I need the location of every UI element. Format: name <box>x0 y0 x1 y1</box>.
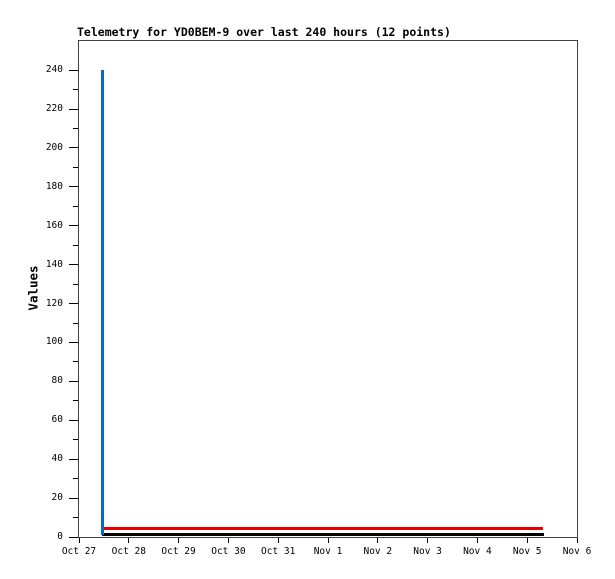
y-tick-label: 160 <box>45 219 63 231</box>
y-minor-tick <box>73 322 78 324</box>
x-tick <box>128 538 130 543</box>
series-line-blue <box>101 70 105 536</box>
y-tick-label: 140 <box>45 258 63 270</box>
x-tick-label: Nov 2 <box>363 546 393 557</box>
x-tick <box>327 538 329 543</box>
y-major-tick <box>69 380 78 382</box>
y-minor-tick <box>73 283 78 285</box>
y-tick-label: 20 <box>51 492 63 504</box>
y-minor-tick <box>73 89 78 91</box>
x-tick <box>576 538 578 543</box>
y-minor-tick <box>73 166 78 168</box>
x-tick <box>78 538 80 543</box>
y-major-tick <box>69 419 78 421</box>
y-major-tick <box>69 147 78 149</box>
x-tick-label: Oct 29 <box>161 546 196 557</box>
y-minor-tick <box>73 478 78 480</box>
chart-title: Telemetry for YD0BEM-9 over last 240 hou… <box>77 25 451 39</box>
y-tick-label: 200 <box>45 141 63 153</box>
x-tick <box>526 538 528 543</box>
y-minor-tick <box>73 400 78 402</box>
y-major-tick <box>69 186 78 188</box>
y-major-tick <box>69 108 78 110</box>
x-tick-label: Nov 3 <box>413 546 442 557</box>
y-tick-label: 0 <box>57 531 63 542</box>
x-tick-label: Nov 6 <box>562 546 592 557</box>
series-line-black <box>101 533 545 537</box>
x-tick-label: Oct 31 <box>261 546 296 557</box>
y-tick-label: 40 <box>51 453 63 465</box>
plot-area: 0 20 40 60 80 100 120 140 160 180 200 220 240 Oct 27 O… <box>46 40 591 557</box>
y-minor-tick <box>73 361 78 363</box>
y-major-tick <box>69 69 78 71</box>
x-tick-label: Nov 1 <box>313 546 343 557</box>
x-tick <box>476 538 478 543</box>
y-minor-tick <box>73 517 78 519</box>
x-tick <box>377 538 379 543</box>
y-major-tick <box>69 536 78 538</box>
y-minor-tick <box>73 244 78 246</box>
y-major-tick <box>69 303 78 305</box>
x-tick-label: Oct 27 <box>61 546 97 557</box>
y-major-tick <box>69 225 78 227</box>
series-line-red <box>101 526 544 530</box>
y-tick-label: 180 <box>45 180 63 192</box>
y-tick-label: 120 <box>45 297 63 309</box>
y-tick-label: 240 <box>45 64 63 76</box>
y-tick-label: 220 <box>45 103 63 115</box>
y-major-tick <box>69 341 78 343</box>
x-tick <box>227 538 229 543</box>
y-minor-tick <box>73 205 78 207</box>
y-major-tick <box>69 497 78 499</box>
y-tick-label: 60 <box>51 414 63 426</box>
x-tick-label: Nov 5 <box>512 546 542 557</box>
y-major-tick <box>69 264 78 266</box>
x-tick-label: Oct 30 <box>211 546 246 557</box>
y-tick-label: 100 <box>45 336 63 348</box>
x-tick <box>178 538 180 543</box>
x-tick-label: Oct 28 <box>111 546 146 557</box>
y-major-tick <box>69 458 78 460</box>
x-tick-label: Nov 4 <box>463 546 492 557</box>
y-minor-tick <box>73 128 78 130</box>
y-minor-tick <box>73 439 78 441</box>
x-tick <box>427 538 429 543</box>
x-tick <box>277 538 279 543</box>
y-tick-label: 80 <box>51 375 63 387</box>
